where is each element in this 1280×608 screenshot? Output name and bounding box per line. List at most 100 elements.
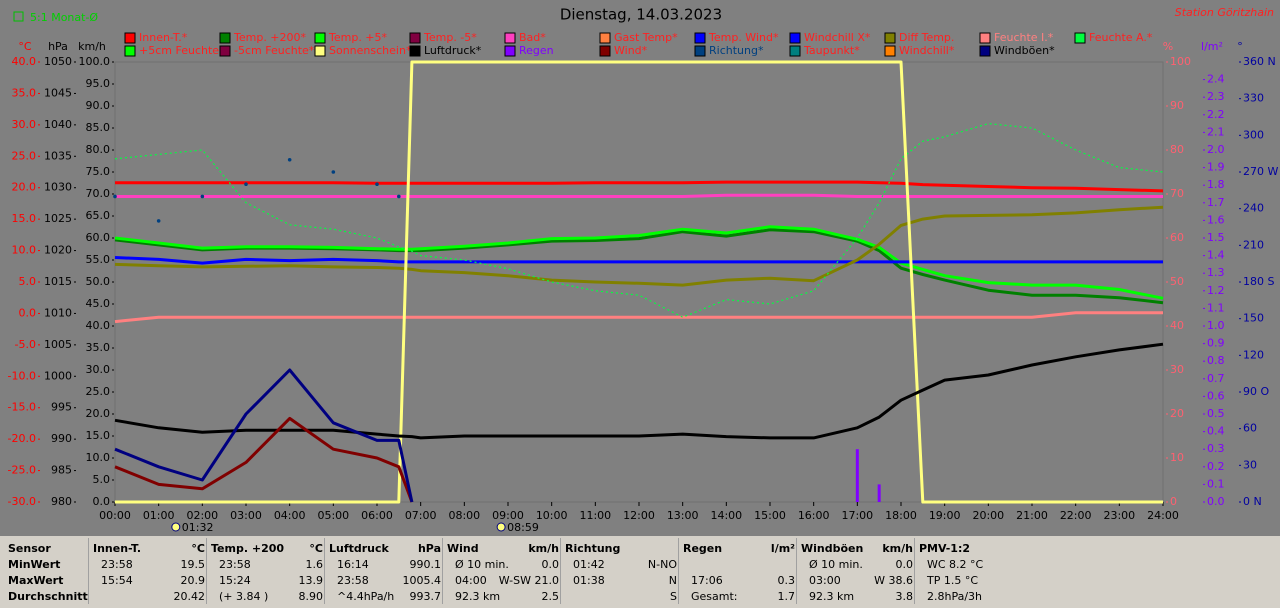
y-tick-label: 1.7	[1207, 196, 1225, 209]
y-tick-label: 10.0	[86, 451, 111, 464]
series-line	[114, 256, 1163, 265]
x-tick-label: 18:00	[885, 509, 917, 522]
x-tick-label: 14:00	[710, 509, 742, 522]
x-tick-label: 05:00	[317, 509, 349, 522]
cell-left: Ø 10 min.	[809, 558, 863, 571]
cell-right: 8.90	[298, 590, 324, 603]
y-tick-label: 995	[51, 401, 72, 414]
legend-label: Windchill X*	[804, 31, 871, 44]
legend-swatch	[504, 32, 516, 44]
legend-swatch	[409, 32, 421, 44]
y-tick-label: 90.0	[86, 99, 111, 112]
column-title: Innen-T.	[93, 542, 142, 555]
y-tick-label: 1.4	[1207, 249, 1225, 262]
y-tick-label: 0.9	[1207, 337, 1225, 350]
y-tick-label: 1005	[44, 338, 72, 351]
cell-right: 3.8	[895, 590, 914, 603]
column-title: Luftdruck	[329, 542, 389, 555]
cell-left: Ø 10 min.	[455, 558, 509, 571]
cell-left: 03:00	[809, 574, 841, 587]
y-tick-label: 1.0	[1207, 319, 1225, 332]
legend-label: Regen	[519, 44, 554, 57]
series-line	[114, 225, 1164, 300]
x-tick-label: 07:00	[405, 509, 437, 522]
cell-right: 993.7	[409, 590, 442, 603]
cell-right: 1.6	[305, 558, 324, 571]
x-tick-label: 10:00	[536, 509, 568, 522]
legend-label: Windböen*	[994, 44, 1055, 57]
y-tick-label: 30	[1243, 458, 1257, 471]
direction-dot	[244, 182, 248, 187]
cell-right: 13.9	[298, 574, 324, 587]
separator	[442, 538, 443, 604]
y-tick-label: 30.0	[12, 118, 37, 131]
cell-right: 1005.4	[402, 574, 442, 587]
x-tick-label: 08:00	[448, 509, 480, 522]
subtitle: 5:1 Monat-Ø	[30, 11, 98, 24]
x-tick-label: 24:00	[1147, 509, 1179, 522]
cell-right: N	[668, 574, 677, 587]
legend-swatch	[409, 45, 421, 57]
y-tick-label: 20.0	[86, 407, 111, 420]
legend-label: Temp. -5*	[423, 31, 477, 44]
separator	[324, 538, 325, 604]
y-tick-label: 40	[1170, 319, 1184, 332]
legend-label: Temp. +5*	[328, 31, 388, 44]
y-tick-label: 1000	[44, 369, 72, 382]
row-label: MinWert	[8, 558, 61, 571]
y-tick-label: 1015	[44, 275, 72, 288]
legend-label: Temp. +200*	[233, 31, 307, 44]
y-tick-label: 70.0	[86, 187, 111, 200]
legend-swatch	[884, 45, 896, 57]
cell-right: 2.5	[541, 590, 560, 603]
cell-left: 15:54	[101, 574, 133, 587]
legend-label: Windchill*	[899, 44, 955, 57]
y-tick-label: 0.4	[1207, 425, 1225, 438]
x-tick-label: 00:00	[99, 509, 131, 522]
x-tick-label: 17:00	[841, 509, 873, 522]
row-label: Sensor	[8, 542, 51, 555]
y-tick-label: 270 W	[1243, 165, 1278, 178]
y-tick-label: 15.0	[12, 212, 37, 225]
legend-swatch	[124, 32, 136, 44]
series-line	[115, 193, 1163, 198]
legend-label: Innen-T.*	[139, 31, 188, 44]
cell-right: W 38.6	[874, 574, 913, 587]
y-tick-label: 95.0	[86, 77, 111, 90]
cell-left: WC 8.2 °C	[927, 558, 984, 571]
legend-label: Diff Temp.	[899, 31, 954, 44]
series-line	[114, 205, 1164, 287]
y-tick-label: 1025	[44, 212, 72, 225]
cell-left: 92.3 km	[455, 590, 501, 603]
axis-unit: °	[1237, 40, 1243, 53]
legend-swatch	[124, 45, 136, 57]
legend-label: Bad*	[519, 31, 546, 44]
x-tick-label: 02:00	[186, 509, 218, 522]
y-tick-label: 1010	[44, 306, 72, 319]
x-tick-label: 15:00	[754, 509, 786, 522]
legend-label: Feuchte I.*	[994, 31, 1054, 44]
series-line	[114, 342, 1164, 440]
station: Station Göritzhain	[1175, 6, 1274, 19]
separator	[796, 538, 797, 604]
legend-swatch	[979, 45, 991, 57]
column-title: Wind	[447, 542, 479, 555]
cell-left: (+ 3.84 )	[219, 590, 269, 603]
series-line	[114, 416, 414, 503]
y-tick-label: 75.0	[86, 165, 111, 178]
legend-label: Temp. Wind*	[708, 31, 779, 44]
legend-swatch	[599, 32, 611, 44]
direction-dot	[156, 219, 161, 223]
legend-swatch	[694, 45, 706, 57]
y-tick-label: 0.0	[1207, 495, 1225, 508]
cell-right: 20.9	[180, 574, 206, 587]
y-tick-label: 360 N	[1243, 55, 1276, 68]
y-tick-label: 35.0	[86, 341, 111, 354]
cell-left: ^4.4hPa/h	[337, 590, 395, 603]
y-tick-label: 980	[51, 495, 72, 508]
y-tick-label: 80	[1170, 143, 1184, 156]
y-tick-label: 150	[1243, 312, 1264, 325]
cell-left: 04:00	[455, 574, 487, 587]
annotation: 01:32	[182, 521, 214, 534]
legend-label: -5cm Feuchte*	[234, 44, 315, 57]
